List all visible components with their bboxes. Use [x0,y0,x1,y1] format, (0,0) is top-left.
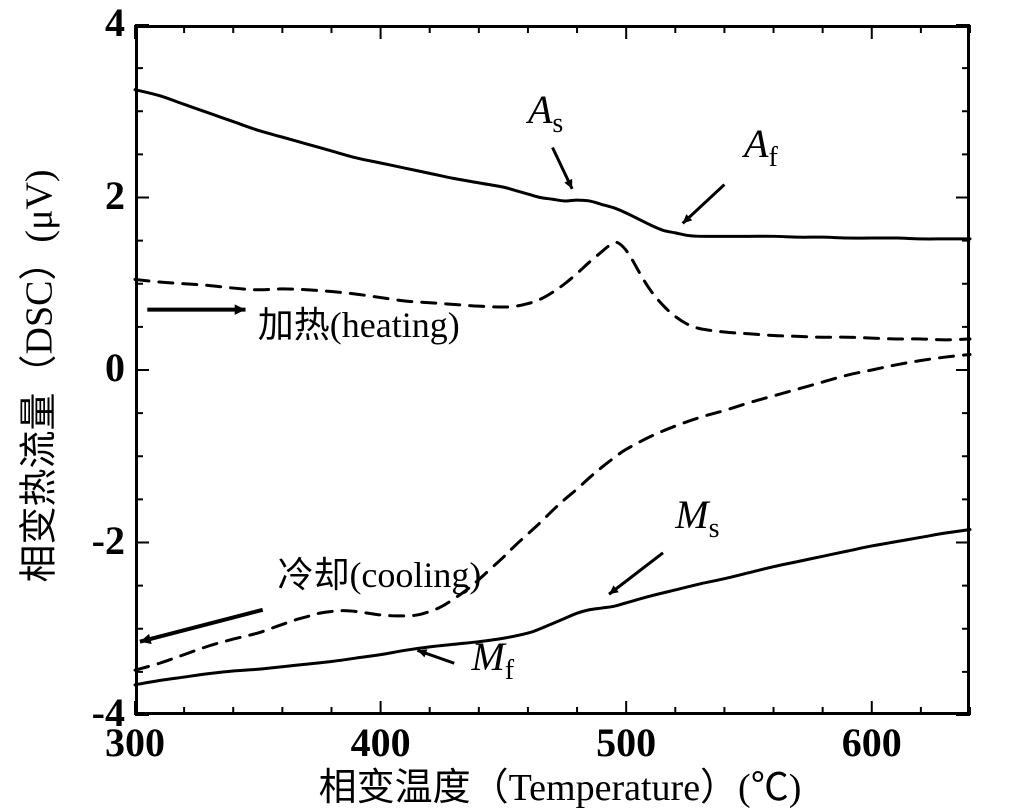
y-tick-label: 2 [105,172,125,219]
x-tick-label: 600 [832,719,912,766]
label-Ms: Ms [675,491,719,545]
arrow-Ms [609,553,663,594]
arrow-Mf [417,649,454,663]
arrow-Af [683,185,725,224]
label-As: As [528,86,563,140]
y-tick-label: 0 [105,344,125,391]
arrow-cooling [140,610,263,644]
y-tick-label: -4 [92,689,125,736]
label-Mf: Mf [471,633,514,687]
label-cooling: 冷却(cooling) [277,546,481,598]
y-tick-label: -2 [92,517,125,564]
y-tick-label: 4 [105,0,125,46]
arrow-heating [147,304,245,314]
x-tick-label: 400 [341,719,421,766]
dsc-chart: 相变热流量（DSC）(μV) 相变温度（Temperature）(℃) 3004… [0,0,1012,793]
arrow-As [553,147,573,188]
label-Af: Af [744,120,778,174]
curve-solid_bottom [135,530,970,685]
x-tick-label: 500 [586,719,666,766]
label-heating: 加热(heating) [258,296,460,348]
